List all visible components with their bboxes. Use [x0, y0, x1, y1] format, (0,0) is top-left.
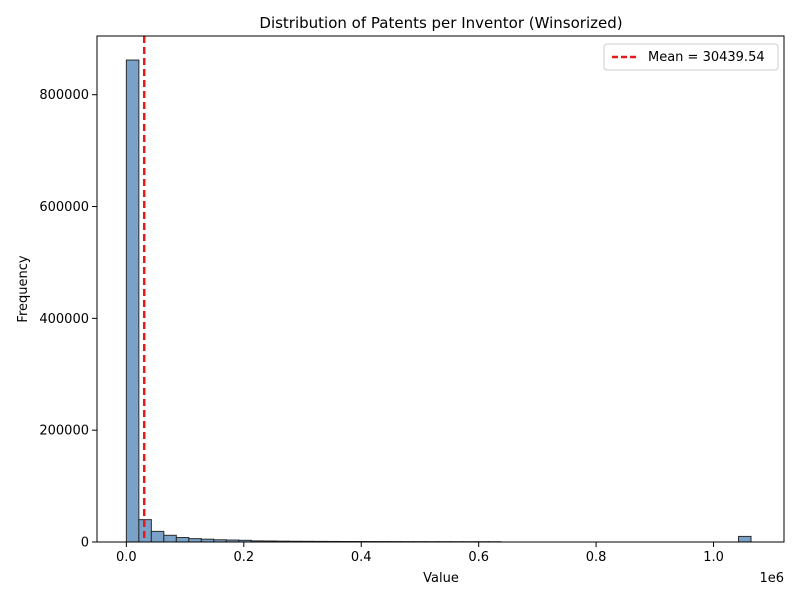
- histogram-bar: [151, 531, 163, 542]
- y-tick-label: 600000: [39, 200, 89, 215]
- histogram-bar: [126, 60, 138, 542]
- histogram-bar: [189, 539, 201, 542]
- histogram-bar: [164, 535, 176, 542]
- x-offset-label: 1e6: [759, 571, 784, 586]
- x-tick-label: 0.2: [233, 550, 254, 565]
- x-tick-label: 0.4: [351, 550, 372, 565]
- y-axis-title: Frequency: [16, 255, 31, 322]
- y-tick-label: 800000: [39, 88, 89, 103]
- x-tick-label: 1.0: [703, 550, 724, 565]
- histogram-bar: [739, 536, 751, 542]
- x-axis-title: Value: [423, 571, 459, 586]
- x-tick-label: 0.8: [586, 550, 607, 565]
- x-tick-label: 0.6: [468, 550, 489, 565]
- legend-mean-label: Mean = 30439.54: [648, 50, 765, 65]
- x-tick-label: 0.0: [116, 550, 137, 565]
- histogram-bar: [176, 538, 188, 542]
- y-tick-label: 200000: [39, 424, 89, 439]
- y-tick-label: 0: [81, 536, 89, 551]
- chart-title: Distribution of Patents per Inventor (Wi…: [259, 14, 622, 32]
- y-tick-label: 400000: [39, 312, 89, 327]
- legend: Mean = 30439.54: [604, 44, 778, 70]
